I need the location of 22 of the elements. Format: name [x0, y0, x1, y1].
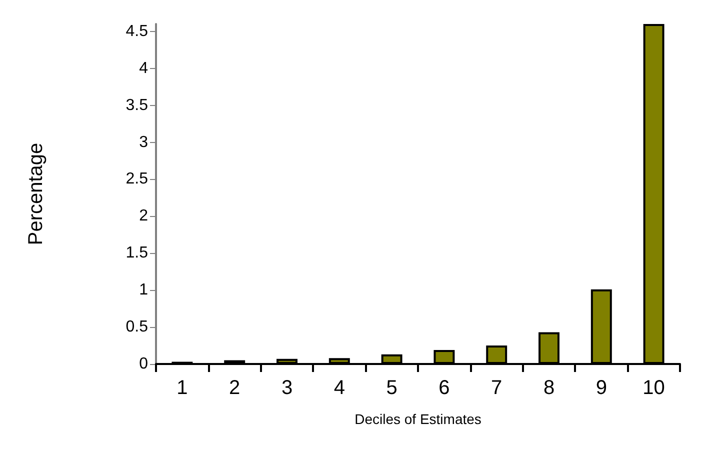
y-tick-label: 1.5	[126, 244, 148, 262]
y-tick-label: 0.5	[126, 318, 148, 336]
y-tick-label: 0	[139, 356, 148, 372]
x-tick-label: 4	[334, 377, 345, 399]
y-tick-label: 2.5	[126, 170, 148, 188]
y-axis-title: Percentage	[25, 142, 47, 246]
x-axis-title: Deciles of Estimates	[354, 411, 482, 427]
x-tick-label: 1	[176, 377, 188, 399]
x-tick-label: 8	[543, 377, 555, 399]
x-tick-label: 2	[229, 377, 240, 399]
y-tick-label: 2	[139, 208, 148, 225]
x-tick-label: 6	[438, 377, 450, 399]
y-tick-label: 3	[139, 134, 148, 151]
x-tick-label: 10	[642, 377, 665, 399]
x-tick-label: 3	[281, 377, 293, 399]
y-tick-label: 3.5	[126, 96, 148, 114]
y-tick-label: 4.5	[126, 22, 148, 40]
x-tick-label: 7	[491, 377, 502, 399]
y-tick-label: 4	[139, 60, 148, 77]
x-tick-label: 5	[386, 377, 398, 399]
y-tick-label: 1	[139, 282, 148, 299]
x-tick-label: 9	[596, 377, 607, 399]
